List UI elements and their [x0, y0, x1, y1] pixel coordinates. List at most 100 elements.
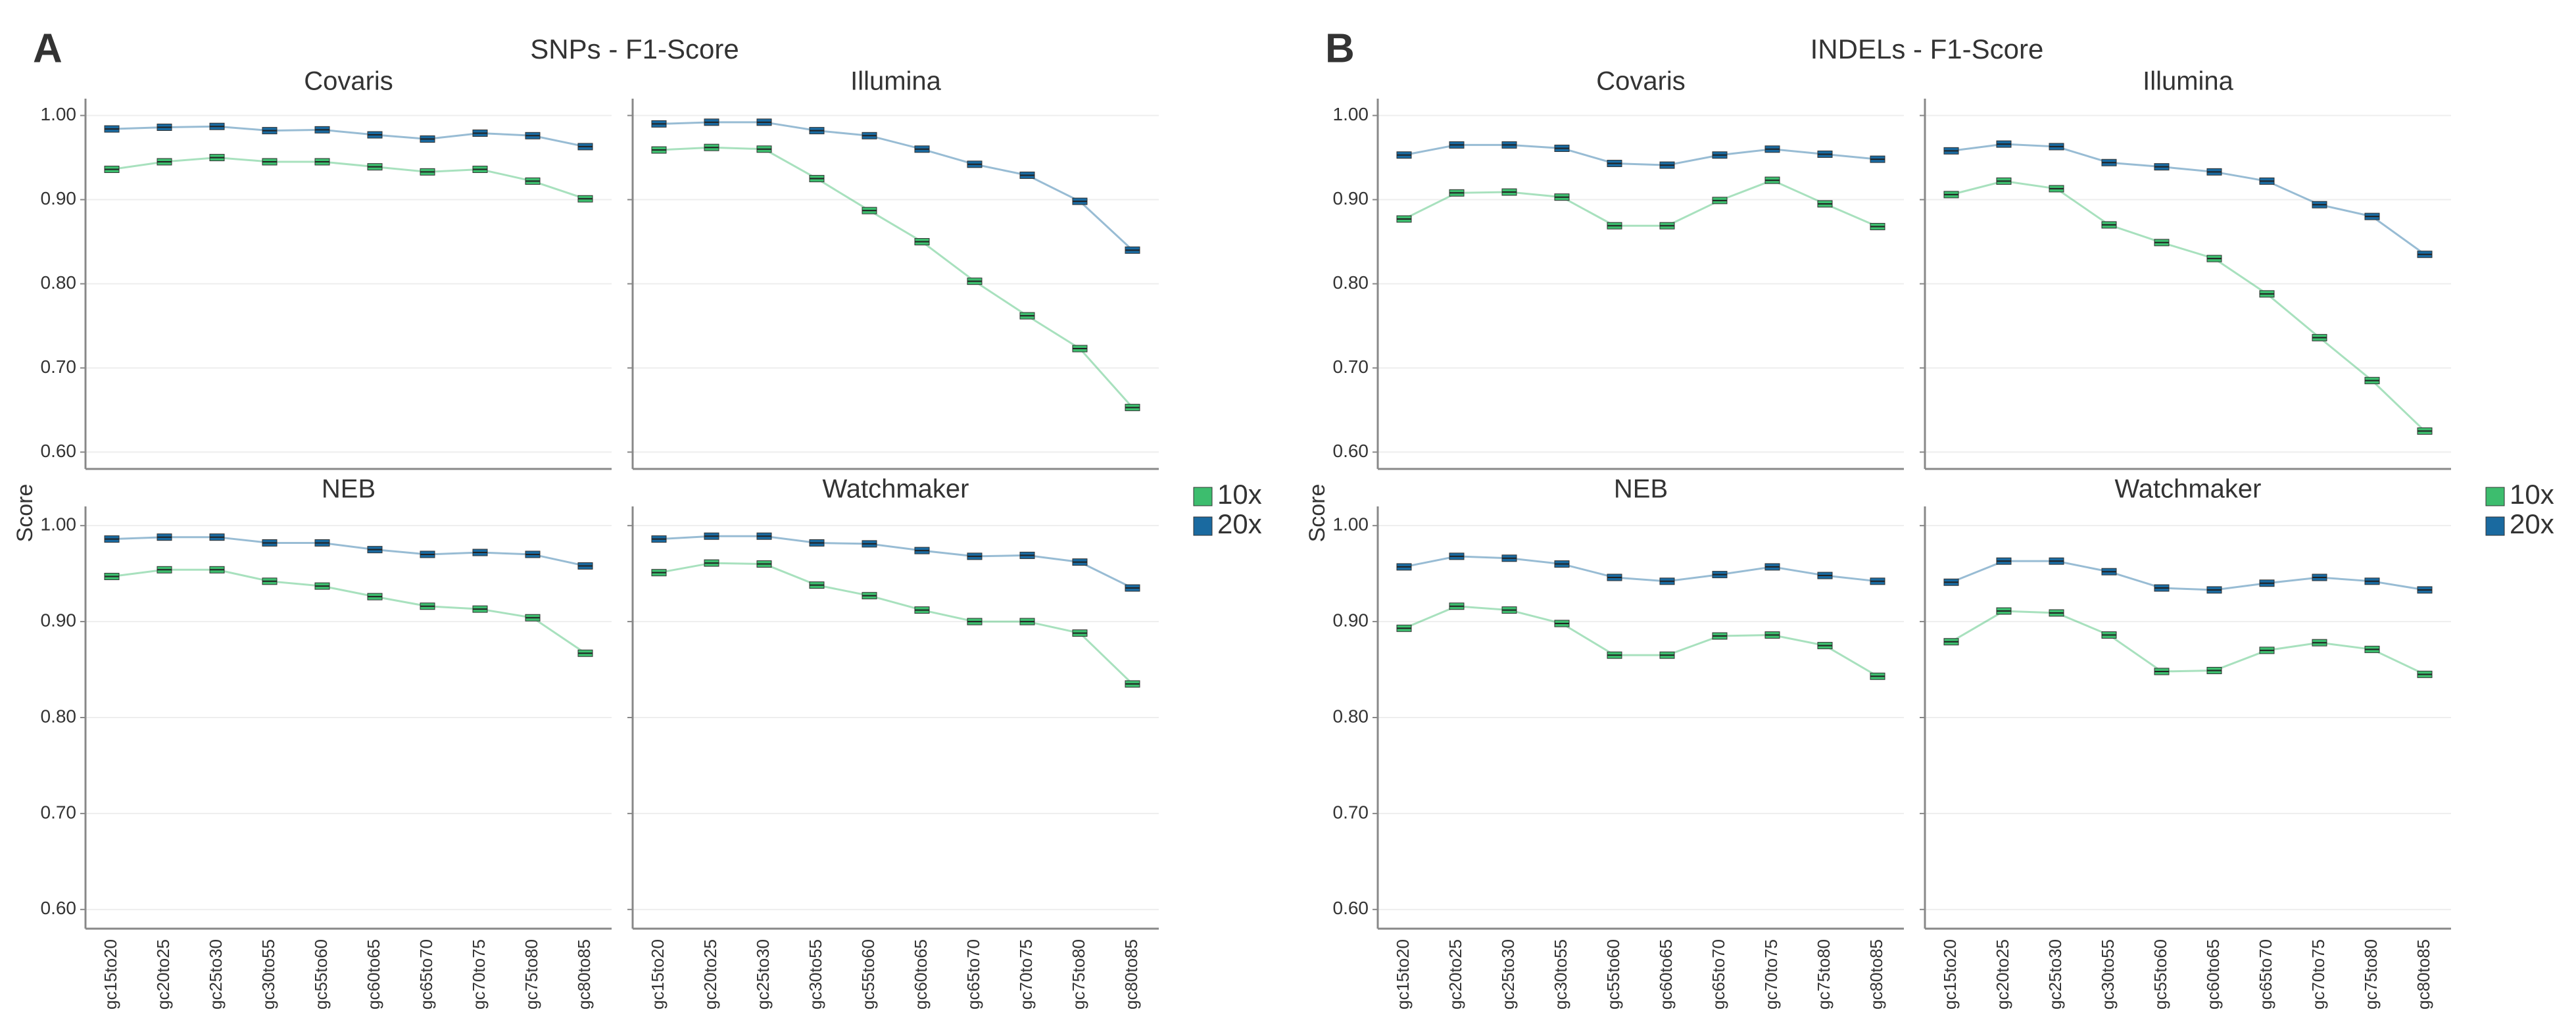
x-tick-label: gc70to75 [469, 939, 489, 1010]
legend-label: 20x [1217, 508, 1262, 539]
x-tick-label: gc55to60 [1603, 939, 1623, 1010]
y-tick-label: 0.80 [41, 706, 77, 726]
x-tick-label: gc75to80 [1814, 939, 1834, 1010]
legend-swatch [1193, 487, 1213, 506]
facet-title: Illumina [2143, 67, 2234, 96]
x-tick-label: gc80to85 [574, 939, 594, 1010]
legend-label: 10x [2510, 479, 2554, 510]
y-tick-label: 0.70 [41, 356, 77, 377]
facet-title: NEB [322, 475, 376, 504]
series-line [111, 157, 586, 200]
y-tick-label: 1.00 [41, 104, 77, 124]
x-tick-label: gc75to80 [1069, 939, 1088, 1010]
x-tick-label: gc75to80 [522, 939, 541, 1010]
x-tick-label: gc20to25 [1446, 939, 1465, 1010]
y-tick-label: 1.00 [1333, 104, 1369, 124]
x-tick-label: gc55to60 [2151, 939, 2170, 1010]
x-tick-label: gc20to25 [153, 939, 173, 1010]
facet-title: Covaris [1596, 67, 1686, 96]
x-tick-label: gc80to85 [1121, 939, 1141, 1010]
x-tick-label: gc15to20 [101, 939, 120, 1010]
legend-label: 20x [2510, 508, 2554, 539]
x-tick-label: gc65to70 [2256, 939, 2275, 1010]
x-tick-label: gc60to65 [1656, 939, 1676, 1010]
x-tick-label: gc60to65 [364, 939, 383, 1010]
facet-title: Watchmaker [2114, 475, 2261, 504]
x-tick-label: gc30to55 [258, 939, 278, 1010]
facet-title: Watchmaker [822, 475, 969, 504]
y-tick-label: 0.70 [1333, 356, 1369, 377]
x-tick-label: gc70to75 [1761, 939, 1781, 1010]
x-tick-label: gc70to75 [2308, 939, 2328, 1010]
x-tick-label: gc65to70 [416, 939, 436, 1010]
y-tick-label: 1.00 [1333, 514, 1369, 535]
x-tick-label: gc60to65 [2203, 939, 2223, 1010]
series-line [111, 536, 586, 567]
y-tick-label: 0.60 [1333, 898, 1369, 918]
series-line [1951, 180, 2426, 432]
series-line [1951, 560, 2425, 591]
x-tick-label: gc60to65 [911, 939, 931, 1010]
x-tick-label: gc25to30 [206, 939, 226, 1010]
x-tick-label: gc15to20 [1393, 939, 1413, 1010]
facet-title: NEB [1614, 475, 1668, 504]
legend-swatch [2485, 487, 2505, 506]
y-tick-label: 0.90 [41, 610, 77, 630]
x-tick-label: gc25to30 [753, 939, 773, 1010]
y-tick-label: 0.70 [1333, 802, 1369, 822]
x-tick-label: gc30to55 [806, 939, 825, 1010]
panel-label: A [33, 26, 62, 71]
x-tick-label: gc55to60 [311, 939, 331, 1010]
series-line [111, 125, 586, 148]
legend-swatch [2485, 516, 2505, 536]
y-tick-label: 1.00 [41, 514, 77, 535]
x-tick-label: gc65to70 [963, 939, 983, 1010]
x-tick-label: gc80to85 [1866, 939, 1886, 1010]
y-tick-label: 0.60 [41, 441, 77, 461]
series-line [1951, 610, 2425, 675]
panel-title: SNPs - F1-Score [530, 34, 739, 64]
y-tick-label: 0.80 [1333, 272, 1369, 293]
y-axis-label: Score [1305, 484, 1330, 543]
x-tick-label: gc20to25 [1993, 939, 2012, 1010]
series-line [1403, 605, 1878, 677]
x-tick-label: gc75to80 [2361, 939, 2381, 1010]
series-line [1403, 179, 1878, 228]
facet-title: Illumina [850, 67, 942, 96]
x-tick-label: gc55to60 [858, 939, 878, 1010]
y-axis-label: Score [12, 484, 37, 543]
facet-title: Covaris [304, 67, 393, 96]
series-line [658, 121, 1134, 251]
x-tick-label: gc70to75 [1016, 939, 1036, 1010]
y-tick-label: 0.60 [41, 898, 77, 918]
legend-label: 10x [1217, 479, 1262, 510]
panel-title: INDELs - F1-Score [1810, 34, 2044, 64]
x-tick-label: gc15to20 [1940, 939, 1960, 1010]
series-line [658, 562, 1134, 685]
y-tick-label: 0.80 [1333, 706, 1369, 726]
series-line [1403, 143, 1878, 166]
x-tick-label: gc65to70 [1709, 939, 1728, 1010]
x-tick-label: gc25to30 [1498, 939, 1518, 1010]
legend-swatch [1193, 516, 1213, 536]
series-line [658, 535, 1133, 589]
series-line [1403, 555, 1878, 583]
y-tick-label: 0.90 [1333, 188, 1369, 208]
series-line [111, 568, 586, 654]
x-tick-label: gc30to55 [1551, 939, 1570, 1010]
y-tick-label: 0.90 [41, 188, 77, 208]
y-tick-label: 0.80 [41, 272, 77, 293]
x-tick-label: gc20to25 [700, 939, 720, 1010]
panel-label: B [1325, 26, 1355, 71]
y-tick-label: 0.70 [41, 802, 77, 822]
x-tick-label: gc80to85 [2414, 939, 2433, 1010]
y-tick-label: 0.60 [1333, 441, 1369, 461]
x-tick-label: gc15to20 [648, 939, 668, 1010]
x-tick-label: gc30to55 [2098, 939, 2118, 1010]
series-line [1951, 143, 2425, 255]
series-line [658, 146, 1134, 408]
y-tick-label: 0.90 [1333, 610, 1369, 630]
x-tick-label: gc25to30 [2045, 939, 2065, 1010]
